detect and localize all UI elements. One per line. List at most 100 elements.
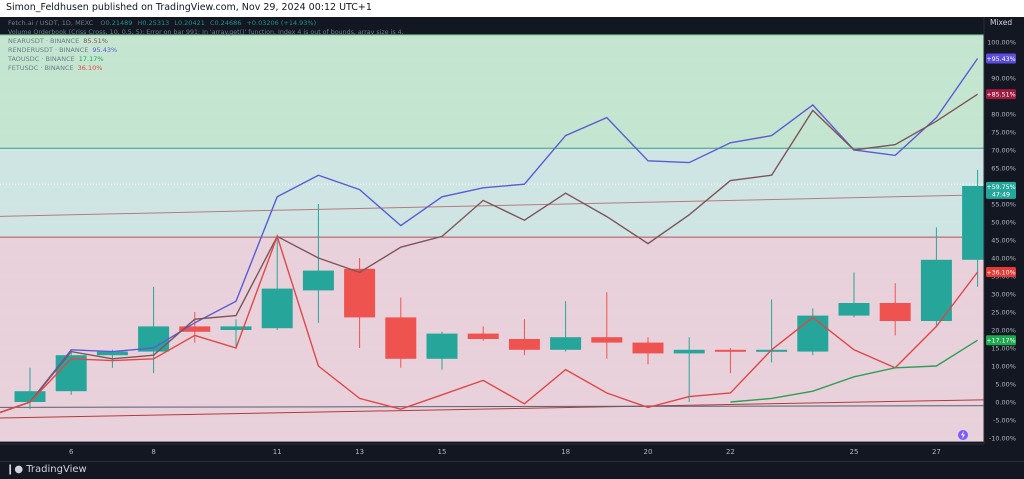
price-badges: +95.43% +85.51% +59.75%47:49 +36.10% +17.17%	[986, 53, 1016, 346]
y-tick-label: 65.00%	[991, 165, 1016, 173]
trend-line	[0, 398, 1024, 419]
y-tick-label: 30.00%	[991, 291, 1016, 299]
y-tick-label: 70.00%	[991, 147, 1016, 155]
y-tick-label: 75.00%	[991, 129, 1016, 137]
candle-body	[550, 337, 582, 350]
y-tick-label: 100.00%	[987, 39, 1016, 47]
price-axis[interactable]: Mixed	[983, 17, 1024, 444]
series-line	[730, 339, 978, 403]
y-tick-label: 45.00%	[991, 237, 1016, 245]
y-tick-label: 50.00%	[991, 219, 1016, 227]
price-badge-countdown: 47:49	[992, 191, 1010, 198]
time-axis[interactable]	[0, 443, 1024, 461]
legend: Fetch.ai / USDT, 1D, MEXC O0.21489 H0.25…	[7, 19, 404, 72]
x-tick-label: 13	[355, 448, 364, 456]
y-tick-label: 55.00%	[991, 201, 1016, 209]
y-tick-label: 10.00%	[991, 363, 1016, 371]
script-error-text: Volume Orderbook (Criss Cross, 10, 0.5, …	[8, 29, 404, 36]
x-tick-label: 27	[932, 448, 941, 456]
y-tick-label: 40.00%	[991, 255, 1016, 263]
candle-body	[797, 315, 829, 352]
candle-body	[55, 355, 87, 392]
compare-legend-item: NEARUSDT · BINANCE 85.51%	[8, 37, 108, 45]
candle-body	[220, 326, 252, 330]
tradingview-logo: ❙● TradingView	[6, 464, 87, 475]
x-tick-label: 11	[273, 448, 282, 456]
y-tick-label: 5.00%	[995, 381, 1016, 389]
y-tick-label: -10.00%	[989, 435, 1016, 443]
candle-body	[714, 349, 746, 352]
compare-symbol: RENDERUSDT · BINANCE	[8, 46, 88, 54]
candle-body	[673, 349, 705, 354]
x-tick-label: 22	[726, 448, 735, 456]
scale-mode-label[interactable]: Mixed	[990, 18, 1012, 27]
candle-body	[920, 259, 952, 321]
x-tick-label: 18	[561, 448, 570, 456]
price-badge	[986, 267, 1016, 278]
published-text: Simon_Feldhusen published on TradingView…	[6, 2, 372, 13]
compare-series	[0, 58, 979, 414]
price-chart[interactable]: Fetch.ai / USDT, 1D, MEXC O0.21489 H0.25…	[0, 17, 1024, 461]
y-tick-label: 80.00%	[991, 111, 1016, 119]
candle-body	[426, 333, 458, 359]
price-badge-label: +95.43%	[986, 56, 1015, 63]
zone-band	[0, 34, 984, 149]
candle-body	[14, 391, 46, 402]
compare-value: 17.17%	[79, 55, 104, 63]
compare-value: 36.10%	[78, 64, 103, 72]
candle-body	[591, 337, 623, 343]
candles	[14, 169, 994, 410]
y-tick-label: 20.00%	[991, 327, 1016, 335]
price-badge-label: +36.10%	[986, 269, 1015, 276]
price-badge	[986, 53, 1016, 64]
y-tick-label: -5.00%	[993, 417, 1016, 425]
price-badge	[986, 335, 1016, 346]
y-tick-label: 15.00%	[991, 345, 1016, 353]
series-line	[0, 93, 978, 414]
price-badge	[986, 89, 1016, 100]
candle-body	[385, 317, 417, 359]
y-tick-label: 25.00%	[991, 309, 1016, 317]
x-tick-labels: 6 8 11 13 15 18 20 22 25 27	[69, 448, 941, 456]
candle-body	[467, 333, 499, 339]
publish-bar: Simon_Feldhusen published on TradingView…	[0, 0, 1024, 17]
compare-legend-item: RENDERUSDT · BINANCE 95.43%	[8, 46, 117, 54]
candle-body	[508, 339, 540, 350]
price-badge-label: +59.75%	[986, 184, 1015, 191]
compare-legend-item: FETUSDC · BINANCE 36.10%	[8, 64, 102, 72]
y-tick-label: 0.00%	[995, 399, 1016, 407]
x-tick-label: 20	[644, 448, 653, 456]
candle-body	[838, 303, 870, 316]
candle-body	[879, 303, 911, 321]
compare-legend-item: TAOUSDC · BINANCE 17.17%	[7, 55, 104, 63]
series-line	[0, 58, 979, 414]
candle-body	[96, 351, 128, 356]
zone-band	[0, 148, 984, 238]
compare-value: 85.51%	[83, 37, 108, 45]
price-badge	[986, 181, 1016, 199]
chart-area[interactable]: Fetch.ai / USDT, 1D, MEXC O0.21489 H0.25…	[0, 17, 1024, 461]
candle-body	[261, 288, 293, 329]
compare-symbol: NEARUSDT · BINANCE	[8, 37, 79, 45]
series-line	[0, 234, 979, 414]
compare-value: 95.43%	[92, 46, 117, 54]
main-symbol-label: Fetch.ai / USDT, 1D, MEXC O0.21489 H0.25…	[8, 19, 316, 27]
x-tick-label: 25	[850, 448, 859, 456]
x-tick-label: 6	[69, 448, 74, 456]
footer-bar: ❙● TradingView	[0, 461, 1024, 479]
lightning-icon[interactable]	[958, 430, 968, 440]
y-tick-label: 90.00%	[991, 75, 1016, 83]
price-badge-label: +17.17%	[986, 337, 1015, 344]
trend-line	[0, 193, 1024, 217]
trend-line	[0, 405, 1024, 408]
brand-label: TradingView	[26, 464, 87, 475]
x-tick-label: 15	[438, 448, 447, 456]
candle-body	[344, 268, 376, 318]
price-badge-label: +85.51%	[986, 91, 1015, 98]
compare-symbol: TAOUSDC · BINANCE	[7, 55, 75, 63]
candle-body	[302, 270, 334, 291]
candle-body	[179, 326, 211, 332]
x-tick-label: 8	[151, 448, 155, 456]
candle-body	[632, 342, 664, 354]
compare-symbol: FETUSDC · BINANCE	[8, 64, 74, 72]
